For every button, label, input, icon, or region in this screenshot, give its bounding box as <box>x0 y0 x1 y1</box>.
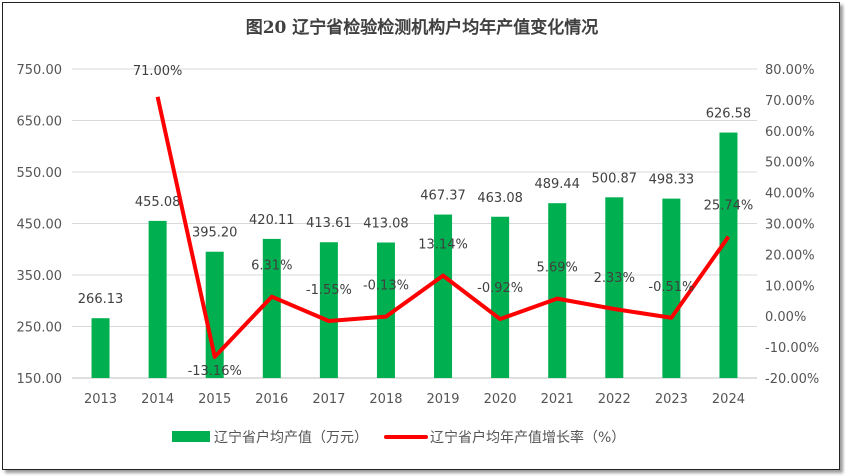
y-left-tick: 150.00 <box>17 372 63 387</box>
chart-frame <box>2 2 840 470</box>
bar-label: 489.44 <box>534 177 580 192</box>
bar-label: 463.08 <box>477 191 523 206</box>
y-right-tick: 40.00% <box>765 187 815 202</box>
line-label: 71.00% <box>133 64 183 79</box>
y-right-tick: 80.00% <box>765 63 815 78</box>
line-label: 6.31% <box>251 259 292 274</box>
line-label: -0.51% <box>648 280 694 295</box>
bar <box>434 214 453 378</box>
legend-line-label: 辽宁省户均年产值增长率（%） <box>430 429 625 446</box>
line-label: -13.16% <box>188 364 242 379</box>
bar <box>662 198 681 378</box>
line-label: 13.14% <box>418 238 468 253</box>
x-tick: 2024 <box>712 392 745 407</box>
x-tick: 2015 <box>198 392 231 407</box>
y-right-tick: 10.00% <box>765 279 815 294</box>
bar <box>205 251 224 378</box>
bar <box>605 197 624 378</box>
bar-label: 413.08 <box>363 217 409 232</box>
bar-label: 500.87 <box>592 171 638 186</box>
y-right-tick: 20.00% <box>765 248 815 263</box>
bar-label: 420.11 <box>249 213 295 228</box>
line-label: -0.13% <box>363 279 409 294</box>
y-right-tick: 60.00% <box>765 125 815 140</box>
y-right-tick: 50.00% <box>765 156 815 171</box>
y-right-tick: -20.00% <box>765 372 819 387</box>
y-left-tick: 550.00 <box>17 166 63 181</box>
chart-title: 图20 辽宁省检验检测机构户均年产值变化情况 <box>246 17 599 38</box>
line-label: 25.74% <box>704 199 754 214</box>
line-label: -1.55% <box>306 283 352 298</box>
x-tick: 2013 <box>84 392 117 407</box>
y-left-tick: 650.00 <box>17 115 63 130</box>
x-tick: 2016 <box>255 392 288 407</box>
bar-label: 395.20 <box>192 226 238 241</box>
x-tick: 2020 <box>484 392 517 407</box>
x-tick: 2017 <box>312 392 345 407</box>
growth-line <box>155 96 731 359</box>
y-left-tick: 750.00 <box>17 63 63 78</box>
bar <box>548 203 567 378</box>
bar <box>148 220 167 378</box>
bar-label: 626.58 <box>706 107 752 122</box>
x-tick: 2023 <box>655 392 688 407</box>
bar <box>491 216 510 378</box>
line-label: 5.69% <box>537 261 578 276</box>
bar-label: 467.37 <box>420 189 466 204</box>
legend-bar-swatch <box>172 431 210 442</box>
y-left-tick: 250.00 <box>17 321 63 336</box>
x-tick: 2022 <box>598 392 631 407</box>
line-label: -0.92% <box>477 281 523 296</box>
y-right-tick: 70.00% <box>765 94 815 109</box>
bar <box>91 318 110 378</box>
x-tick: 2018 <box>369 392 402 407</box>
y-right-tick: 30.00% <box>765 218 815 233</box>
y-right-tick: -10.00% <box>765 341 819 356</box>
bar <box>376 242 395 378</box>
bar-label: 413.61 <box>306 216 352 231</box>
bar-label: 498.33 <box>649 173 695 188</box>
legend-bar-label: 辽宁省户均产值（万元） <box>214 429 368 446</box>
bar <box>262 238 281 378</box>
bar <box>719 132 738 378</box>
x-tick: 2019 <box>426 392 459 407</box>
x-tick: 2021 <box>541 392 574 407</box>
y-left-tick: 350.00 <box>17 269 63 284</box>
y-right-tick: 0.00% <box>765 310 806 325</box>
bar-label: 455.08 <box>135 195 181 210</box>
line-label: 2.33% <box>594 271 635 286</box>
x-tick: 2014 <box>141 392 174 407</box>
y-left-tick: 450.00 <box>17 218 63 233</box>
bar <box>319 242 338 378</box>
bar-label: 266.13 <box>78 292 124 307</box>
